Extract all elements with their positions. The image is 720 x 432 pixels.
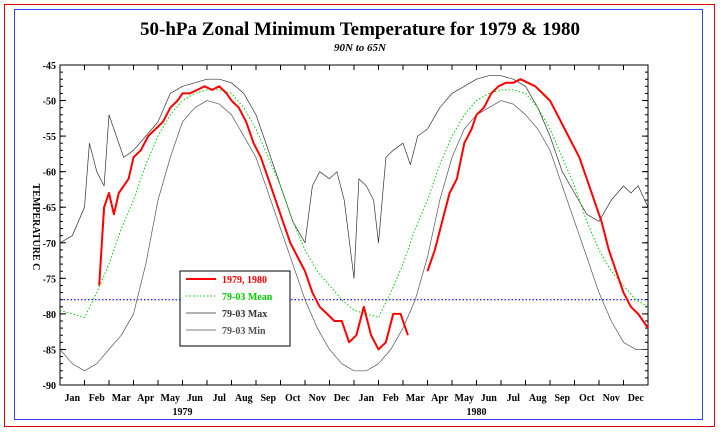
- legend-label: 79-03 Max: [222, 309, 267, 320]
- series-line-3: [59, 100, 648, 372]
- x-tick-label: Nov: [603, 393, 620, 404]
- x-tick-label: Aug: [529, 393, 547, 404]
- legend: 1979, 1980 79-03 Mean 79-03 Max 79-03 Min: [179, 270, 291, 347]
- x-tick-label: Sep: [554, 393, 570, 404]
- legend-label: 79-03 Mean: [222, 292, 273, 303]
- x-tick-label: Sep: [260, 393, 276, 404]
- chart-title: 50-hPa Zonal Minimum Temperature for 197…: [140, 19, 580, 40]
- y-tick-label: -85: [43, 345, 56, 356]
- x-tick-label: Feb: [89, 393, 106, 404]
- x-year-label: 1979: [173, 407, 193, 418]
- series-line-0: [98, 78, 649, 351]
- x-tick-label: Apr: [431, 393, 449, 404]
- y-tick-label: -55: [43, 132, 56, 143]
- x-tick-label: Jul: [507, 393, 521, 404]
- x-tick-label: Feb: [383, 393, 400, 404]
- legend-box: [179, 270, 291, 347]
- x-tick-label: Aug: [235, 393, 253, 404]
- legend-label: 1979, 1980: [222, 275, 267, 286]
- y-tick-label: -50: [43, 97, 56, 108]
- x-tick-label: Dec: [334, 393, 351, 404]
- y-tick-label: -65: [43, 203, 56, 214]
- x-tick-label: Jul: [213, 393, 227, 404]
- y-axis-label: TEMPERATURE C: [30, 184, 41, 271]
- x-year-label: 1980: [467, 407, 487, 418]
- y-tick-label: -45: [43, 61, 56, 72]
- x-tick-label: Dec: [628, 393, 645, 404]
- x-tick-label: Oct: [285, 393, 301, 404]
- x-tick-label: Oct: [579, 393, 595, 404]
- x-tick-label: May: [455, 393, 474, 404]
- x-tick-label: Jun: [481, 393, 498, 404]
- x-tick-label: Jan: [358, 393, 374, 404]
- x-tick-label: Jan: [64, 393, 80, 404]
- chart-subtitle: 90N to 65N: [334, 42, 387, 54]
- x-tick-label: May: [161, 393, 180, 404]
- x-tick-label: Apr: [137, 393, 155, 404]
- legend-label: 79-03 Min: [222, 326, 266, 337]
- inner-frame: [14, 9, 703, 420]
- plot-area: -45 -50 -55 -60 -65 -70 -75 -80 -85 -90 Jan Feb Mar A…: [43, 61, 649, 418]
- x-tick-label: Mar: [406, 393, 425, 404]
- x-tick-label: Jun: [187, 393, 204, 404]
- y-tick-label: -70: [43, 239, 56, 250]
- series-line-1: [59, 89, 649, 318]
- x-tick-label: Nov: [309, 393, 326, 404]
- y-tick-label: -75: [43, 274, 56, 285]
- outer-frame: [4, 4, 715, 427]
- y-tick-label: -90: [43, 381, 56, 392]
- series-line-2: [59, 75, 649, 279]
- y-tick-label: -60: [43, 168, 56, 179]
- x-tick-label: Mar: [112, 393, 131, 404]
- y-tick-label: -80: [43, 310, 56, 321]
